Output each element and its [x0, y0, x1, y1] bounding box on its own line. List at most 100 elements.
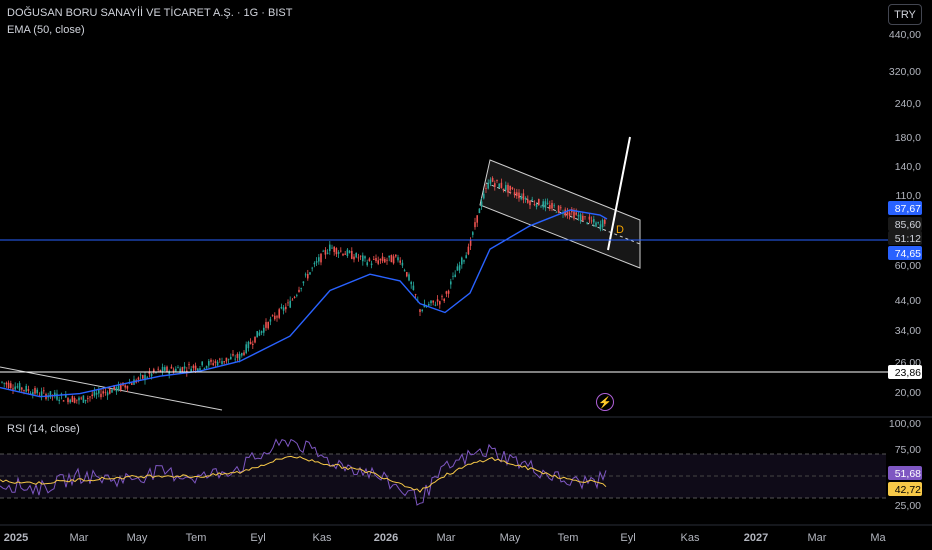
candle-body — [346, 249, 349, 256]
candle-body — [582, 215, 584, 221]
time-tick-label: May — [500, 532, 521, 544]
time-tick-label: 2025 — [4, 532, 28, 544]
candle-body — [315, 261, 318, 263]
candle-body — [474, 222, 476, 228]
candle-body — [289, 300, 291, 308]
currency-button[interactable]: TRY — [888, 4, 922, 25]
candle-body — [62, 400, 65, 402]
candle-body — [595, 222, 597, 227]
candle-body — [27, 389, 30, 391]
candle-body — [43, 390, 45, 392]
candle-body — [124, 385, 126, 388]
candle-body — [535, 203, 538, 207]
candle-body — [260, 330, 263, 333]
candle-body — [10, 383, 12, 388]
candle-body — [366, 262, 368, 266]
candle-body — [76, 399, 78, 401]
price-tick-label: 140,0 — [895, 161, 921, 173]
candle-body — [353, 256, 355, 260]
candle-body — [527, 199, 529, 203]
candle-body — [102, 391, 104, 394]
time-tick-label: Kas — [313, 532, 332, 544]
candle-body — [502, 188, 505, 190]
candle-body — [529, 200, 531, 206]
candle-body — [326, 252, 329, 254]
candle-body — [452, 275, 454, 277]
candle-body — [98, 389, 100, 394]
candle-body — [520, 196, 522, 200]
price-tick-label: 240,0 — [895, 98, 921, 110]
candle-body — [126, 385, 129, 389]
candle-body — [263, 327, 265, 333]
candle-body — [604, 219, 606, 224]
candle-body — [381, 256, 384, 262]
symbol-title[interactable]: DOĞUSAN BORU SANAYİİ VE TİCARET A.Ş. · 1… — [7, 7, 293, 19]
price-tag-23: 23,86 — [888, 365, 922, 379]
candle-body — [304, 274, 307, 276]
candle-body — [568, 212, 571, 217]
candle-body — [91, 394, 93, 397]
candle-body — [256, 331, 258, 338]
candle-body — [190, 368, 192, 372]
channel-drawing[interactable]: D — [479, 136, 641, 269]
candle-body — [469, 240, 472, 246]
candle-body — [322, 250, 324, 252]
candle-body — [157, 368, 159, 370]
candle-body — [357, 257, 360, 259]
rsi-label[interactable]: RSI (14, close) — [7, 423, 80, 435]
candle-body — [313, 262, 316, 265]
candle-body — [584, 216, 586, 218]
candle-body — [258, 332, 261, 336]
candle-body — [54, 392, 56, 397]
candle-body — [219, 358, 221, 360]
candle-body — [399, 260, 401, 263]
candle-body — [540, 206, 542, 208]
candle-body — [80, 397, 82, 399]
rsi-ma-line — [0, 455, 607, 493]
lightning-icon[interactable]: ⚡ — [596, 393, 614, 411]
candle-body — [406, 272, 408, 277]
candle-body — [49, 391, 52, 398]
drawing-label: D — [616, 224, 624, 236]
candle-body — [362, 255, 364, 262]
candle-body — [412, 285, 415, 291]
time-tick-label: Eyl — [620, 532, 635, 544]
candle-body — [348, 250, 351, 253]
candle-body — [252, 343, 254, 346]
candle-body — [274, 315, 276, 320]
candle-body — [428, 304, 430, 306]
candle-body — [309, 272, 311, 275]
indicator-label[interactable]: EMA (50, close) — [7, 24, 85, 36]
candle-body — [395, 254, 397, 257]
candle-body — [36, 389, 38, 394]
candle-body — [100, 393, 102, 398]
candle-body — [467, 246, 470, 255]
candle-body — [388, 255, 390, 258]
candle-body — [538, 198, 540, 206]
candle-body — [384, 258, 386, 263]
candle-body — [557, 205, 560, 213]
candle-body — [1, 381, 3, 383]
rsi-tag: 51,68 — [888, 466, 922, 480]
candle-body — [476, 215, 478, 223]
price-tag-74: 74,65 — [888, 246, 922, 260]
candle-body — [16, 386, 19, 388]
candle-body — [337, 252, 340, 254]
candle-body — [575, 212, 577, 215]
candle-body — [478, 208, 481, 214]
candle-body — [329, 244, 331, 252]
rsi-tick-label: 25,00 — [895, 500, 921, 512]
candle-body — [432, 300, 434, 303]
candle-body — [593, 219, 595, 223]
candle-body — [254, 336, 256, 343]
candle-body — [221, 361, 223, 365]
candle-body — [236, 353, 239, 358]
candle-body — [243, 352, 245, 356]
candle-body — [456, 266, 459, 271]
candle-body — [524, 197, 527, 200]
candle-body — [216, 361, 219, 366]
price-tick-label: 34,00 — [895, 325, 921, 337]
candle-body — [516, 192, 518, 196]
candle-body — [175, 368, 177, 372]
